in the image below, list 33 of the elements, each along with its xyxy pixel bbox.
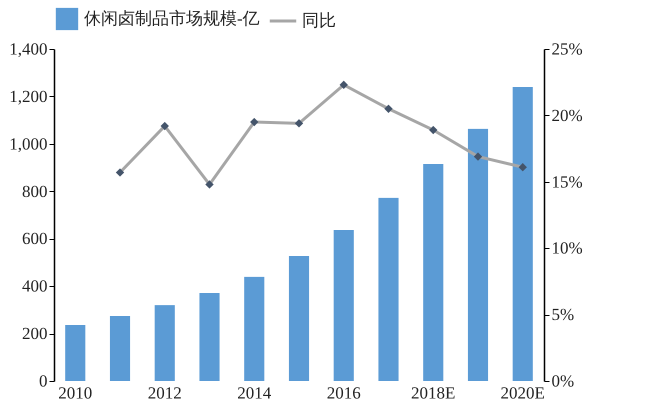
bar	[512, 86, 533, 381]
y-tick-label: 200	[22, 324, 48, 344]
y-tick-label: 1,000	[9, 134, 48, 154]
bar	[65, 325, 86, 381]
y-tick-label: 1,400	[9, 40, 48, 58]
y2-tick-label: 15%	[552, 172, 583, 192]
y2-tick-label: 10%	[552, 238, 583, 258]
bar	[244, 276, 264, 381]
y2-tick-label: 5%	[552, 305, 574, 324]
y-tick-label: 600	[22, 229, 48, 248]
x-tick-label: 2014	[237, 384, 272, 402]
bar	[199, 293, 220, 381]
y2-tick-label: 20%	[552, 106, 583, 125]
y-tick-label: 0	[39, 372, 48, 390]
x-tick-label: 2016	[326, 384, 361, 402]
bar	[154, 305, 175, 381]
bar	[378, 198, 399, 381]
bar	[423, 164, 444, 381]
y-tick-label: 400	[22, 276, 48, 296]
x-tick-label: 2018E	[411, 384, 456, 402]
x-tick-label: 2020E	[500, 384, 545, 402]
x-tick-label: 2012	[148, 384, 182, 402]
bar	[334, 230, 354, 381]
bar	[288, 256, 310, 381]
bar	[110, 316, 130, 381]
y2-tick-label: 25%	[552, 40, 583, 58]
y2-tick-label: 0%	[552, 372, 574, 390]
legend-label: 休闲卤制品市场规模-亿	[84, 9, 260, 28]
bar	[468, 128, 488, 381]
y-tick-label: 1,200	[9, 86, 48, 106]
legend-label: 同比	[302, 11, 336, 30]
x-tick-label: 2010	[58, 384, 92, 402]
y-tick-label: 800	[22, 182, 48, 201]
